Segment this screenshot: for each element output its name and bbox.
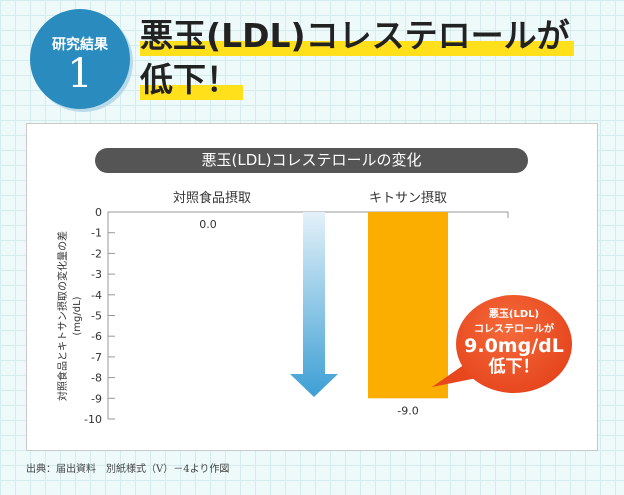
callout-line4: 低下！ <box>488 357 540 377</box>
value-label-chitosan: -9.0 <box>397 404 418 417</box>
y-tick-label: -8 <box>91 372 102 385</box>
y-tick-label: -3 <box>91 268 102 281</box>
headline-line2: 低下！ <box>140 60 243 100</box>
source-note: 出典：届出資料 別紙様式（V）－4より作図 <box>26 464 230 475</box>
down-arrow-icon <box>290 212 338 397</box>
y-tick-label: -4 <box>91 289 102 302</box>
badge-label: 研究結果 <box>52 37 108 53</box>
result-badge: 研究結果 1 <box>30 9 130 109</box>
y-tick-label: -5 <box>91 310 102 323</box>
y-axis-unit: (mg/dL) <box>72 296 83 335</box>
callout-bubble: 悪玉(LDL) コレステロールが 9.0mg/dL 低下！ <box>456 295 572 393</box>
y-axis-label: 対照食品とキトサン摂取の変化量の差 <box>56 231 69 401</box>
headline-line1: 悪玉(LDL)コレステロールが <box>140 16 574 56</box>
y-tick-label: -9 <box>91 392 102 405</box>
y-tick-label: 0 <box>95 206 102 219</box>
y-tick-label: -6 <box>91 330 102 343</box>
callout-line1: 悪玉(LDL) <box>488 309 540 320</box>
y-tick-label: -7 <box>91 351 102 364</box>
bar-chitosan <box>368 212 448 399</box>
y-tick-label: -2 <box>91 247 102 260</box>
category-label-chitosan: キトサン摂取 <box>369 190 447 206</box>
callout-value: 9.0mg/dL <box>464 335 564 357</box>
chart-title: 悪玉(LDL)コレステロールの変化 <box>95 148 528 173</box>
value-label-control: 0.0 <box>199 218 217 231</box>
callout-line2: コレステロールが <box>474 324 554 335</box>
category-label-control: 対照食品摂取 <box>173 190 251 206</box>
y-tick-label: -10 <box>84 413 102 426</box>
y-tick-label: -1 <box>91 227 102 240</box>
badge-number: 1 <box>67 51 93 97</box>
